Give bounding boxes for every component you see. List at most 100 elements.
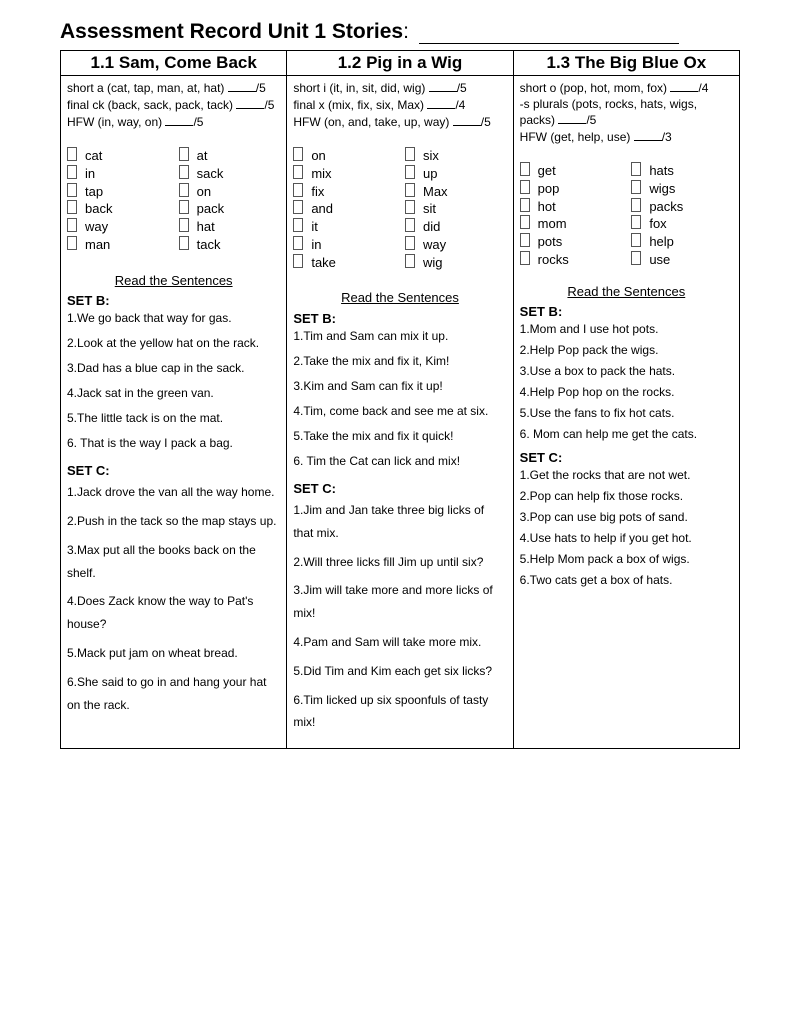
word-item: did: [405, 219, 507, 237]
checkbox-icon[interactable]: [179, 218, 189, 232]
checkbox-icon[interactable]: [405, 236, 415, 250]
word-item: six: [405, 148, 507, 166]
score-blank[interactable]: [558, 112, 586, 124]
checkbox-icon[interactable]: [405, 165, 415, 179]
read-sentences-header: Read the Sentences: [293, 290, 506, 306]
checkbox-icon[interactable]: [293, 218, 303, 232]
checkbox-icon[interactable]: [631, 251, 641, 265]
set-c-label: SET C:: [67, 463, 280, 479]
set-b-label: SET B:: [293, 311, 506, 327]
skill-line: HFW (in, way, on) /5: [67, 114, 280, 130]
checkbox-icon[interactable]: [179, 200, 189, 214]
sentence: 6.She said to go in and hang your hat on…: [67, 671, 280, 717]
set-b-sentences: 1.We go back that way for gas.2.Look at …: [67, 311, 280, 451]
set-b-sentences: 1.Tim and Sam can mix it up.2.Take the m…: [293, 329, 506, 469]
checkbox-icon[interactable]: [179, 147, 189, 161]
sentence: 2.Will three licks fill Jim up until six…: [293, 551, 506, 574]
checkbox-icon[interactable]: [405, 254, 415, 268]
checkbox-icon[interactable]: [67, 200, 77, 214]
checkbox-icon[interactable]: [293, 236, 303, 250]
word-item: on: [179, 184, 281, 202]
checkbox-icon[interactable]: [405, 200, 415, 214]
score-blank[interactable]: [670, 80, 698, 92]
sentence: 4.Pam and Sam will take more mix.: [293, 631, 506, 654]
sentence: 2.Look at the yellow hat on the rack.: [67, 336, 280, 351]
sentence: 1.Tim and Sam can mix it up.: [293, 329, 506, 344]
checkbox-icon[interactable]: [179, 236, 189, 250]
sentence: 1.Jim and Jan take three big licks of th…: [293, 499, 506, 545]
word-list: getpophotmompotsrockshatswigspacksfoxhel…: [520, 163, 733, 270]
checkbox-icon[interactable]: [631, 198, 641, 212]
score-blank[interactable]: [228, 80, 256, 92]
set-b-label: SET B:: [67, 293, 280, 309]
col-header-1: 1.1 Sam, Come Back: [61, 51, 287, 76]
skill-line: final x (mix, fix, six, Max) /4: [293, 97, 506, 113]
sentence: 6.Tim licked up six spoonfuls of tasty m…: [293, 689, 506, 735]
checkbox-icon[interactable]: [520, 251, 530, 265]
sentence: 4.Tim, come back and see me at six.: [293, 404, 506, 419]
sentence: 4.Jack sat in the green van.: [67, 386, 280, 401]
word-item: wig: [405, 255, 507, 273]
checkbox-icon[interactable]: [520, 198, 530, 212]
checkbox-icon[interactable]: [293, 200, 303, 214]
score-blank[interactable]: [453, 114, 481, 126]
sentence: 5.Take the mix and fix it quick!: [293, 429, 506, 444]
checkbox-icon[interactable]: [179, 165, 189, 179]
checkbox-icon[interactable]: [67, 183, 77, 197]
page-title: Assessment Record Unit 1 Stories: [60, 20, 403, 43]
col-1-body: short a (cat, tap, man, at, hat) /5final…: [61, 76, 287, 749]
assessment-page: Assessment Record Unit 1 Stories: 1.1 Sa…: [30, 0, 770, 789]
sentence: 5.Did Tim and Kim each get six licks?: [293, 660, 506, 683]
word-item: help: [631, 234, 733, 252]
word-item: sit: [405, 201, 507, 219]
checkbox-icon[interactable]: [631, 162, 641, 176]
checkbox-icon[interactable]: [405, 147, 415, 161]
checkbox-icon[interactable]: [293, 165, 303, 179]
set-c-sentences: 1.Jim and Jan take three big licks of th…: [293, 499, 506, 734]
checkbox-icon[interactable]: [293, 183, 303, 197]
sentence: 5.The little tack is on the mat.: [67, 411, 280, 426]
score-blank[interactable]: [427, 97, 455, 109]
checkbox-icon[interactable]: [67, 165, 77, 179]
checkbox-icon[interactable]: [405, 183, 415, 197]
checkbox-icon[interactable]: [520, 162, 530, 176]
checkbox-icon[interactable]: [520, 215, 530, 229]
sentence: 6. Tim the Cat can lick and mix!: [293, 454, 506, 469]
checkbox-icon[interactable]: [67, 236, 77, 250]
sentence: 6.Two cats get a box of hats.: [520, 573, 733, 588]
page-title-row: Assessment Record Unit 1 Stories:: [60, 20, 740, 44]
checkbox-icon[interactable]: [293, 147, 303, 161]
sentence: 4.Use hats to help if you get hot.: [520, 531, 733, 546]
checkbox-icon[interactable]: [631, 180, 641, 194]
score-blank[interactable]: [236, 97, 264, 109]
word-list: catintapbackwaymanatsackonpackhattack: [67, 148, 280, 255]
sentence: 3.Use a box to pack the hats.: [520, 364, 733, 379]
word-item: fix: [293, 184, 395, 202]
sentence: 2.Pop can help fix those rocks.: [520, 489, 733, 504]
word-item: way: [67, 219, 169, 237]
checkbox-icon[interactable]: [631, 233, 641, 247]
checkbox-icon[interactable]: [631, 215, 641, 229]
checkbox-icon[interactable]: [520, 233, 530, 247]
name-blank[interactable]: [419, 43, 679, 44]
checkbox-icon[interactable]: [520, 180, 530, 194]
col-3-body: short o (pop, hot, mom, fox) /4-s plural…: [513, 76, 739, 749]
sentence: 4.Does Zack know the way to Pat's house?: [67, 590, 280, 636]
word-item: up: [405, 166, 507, 184]
sentence: 1.Mom and I use hot pots.: [520, 322, 733, 337]
checkbox-icon[interactable]: [67, 147, 77, 161]
checkbox-icon[interactable]: [67, 218, 77, 232]
sentence: 6. That is the way I pack a bag.: [67, 436, 280, 451]
set-b-label: SET B:: [520, 304, 733, 320]
sentence: 3.Dad has a blue cap in the sack.: [67, 361, 280, 376]
checkbox-icon[interactable]: [405, 218, 415, 232]
checkbox-icon[interactable]: [293, 254, 303, 268]
score-blank[interactable]: [429, 80, 457, 92]
checkbox-icon[interactable]: [179, 183, 189, 197]
score-blank[interactable]: [165, 114, 193, 126]
sentence: 5.Use the fans to fix hot cats.: [520, 406, 733, 421]
score-blank[interactable]: [634, 129, 662, 141]
word-item: take: [293, 255, 395, 273]
skill-line: -s plurals (pots, rocks, hats, wigs, pac…: [520, 97, 733, 128]
col-header-3: 1.3 The Big Blue Ox: [513, 51, 739, 76]
